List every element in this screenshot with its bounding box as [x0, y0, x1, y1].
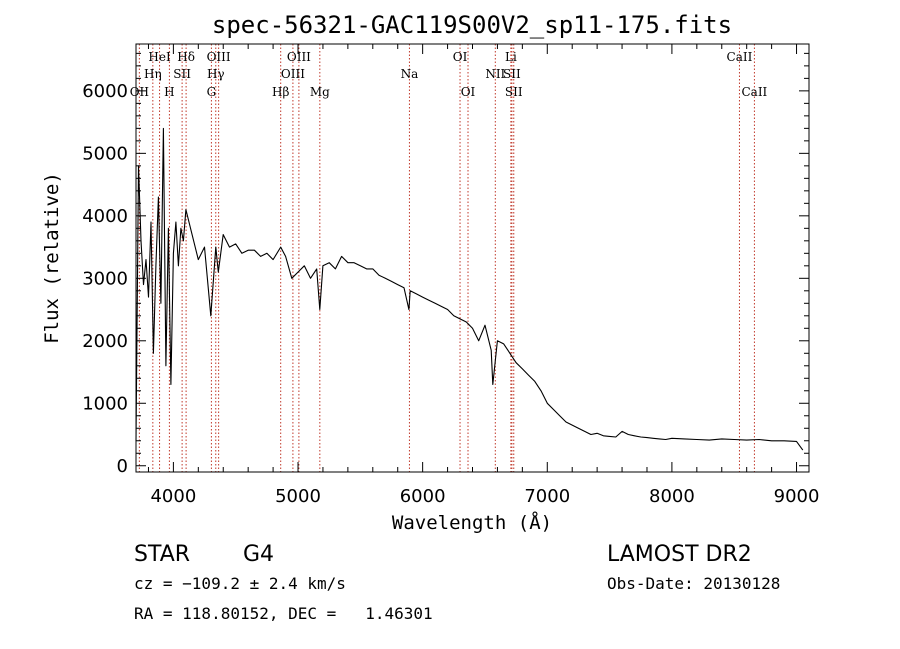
spectrum-line	[135, 127, 804, 451]
spectral-line-label-20: CaII	[727, 50, 753, 64]
spectral-line-label-11: OIII	[287, 50, 311, 64]
spectral-line-label-13: Na	[401, 67, 419, 81]
spectral-line-labels: OII Hη HeI H SII Hδ G Hγ OIII Hβ OIII OIII Mg Na OI OI N…	[130, 50, 768, 99]
spectral-line-label-16: NII	[485, 67, 505, 81]
spectral-line-label-1: Hη	[144, 67, 162, 81]
spectral-subclass: G4	[243, 542, 274, 567]
x-tick-label-4: 8000	[649, 486, 695, 507]
y-tick-label-4: 4000	[82, 206, 128, 227]
chart-title: spec-56321-GAC119S00V2_sp11-175.fits	[212, 11, 732, 39]
spectral-line-label-4: SII	[173, 67, 191, 81]
x-tick-label-2: 6000	[400, 486, 446, 507]
spectral-line-label-21: CaII	[741, 85, 767, 99]
y-tick-label-6: 6000	[82, 81, 128, 102]
spectral-line-label-2: HeI	[148, 50, 171, 64]
spectral-line-label-0: OII	[130, 85, 150, 99]
x-tick-label-0: 4000	[150, 486, 196, 507]
x-axis-ticks: 4000 5000 6000 7000 8000 9000	[147, 44, 820, 507]
spectral-line-label-15: OI	[461, 85, 476, 99]
spectral-line-label-8: OIII	[207, 50, 231, 64]
x-axis-label: Wavelength (Å)	[392, 511, 552, 534]
observation-date: Obs-Date: 20130128	[607, 574, 780, 593]
x-tick-label-1: 5000	[275, 486, 321, 507]
spectral-line-label-3: H	[164, 85, 174, 99]
y-tick-label-3: 3000	[82, 268, 128, 289]
y-tick-label-5: 5000	[82, 143, 128, 164]
spectral-line-label-5: Hδ	[177, 50, 195, 64]
spectral-line-label-14: OI	[453, 50, 468, 64]
spectral-line-label-9: Hβ	[272, 85, 289, 99]
y-axis-ticks: 0 1000 2000 3000 4000 5000 6000	[82, 52, 809, 477]
spectral-line-label-7: Hγ	[207, 67, 225, 81]
plot-frame	[135, 43, 810, 473]
x-tick-label-5: 9000	[774, 486, 820, 507]
spectral-line-label-17: Li	[505, 50, 517, 64]
spectral-line-label-10: OIII	[281, 67, 305, 81]
y-axis-label: Flux (relative)	[41, 172, 63, 344]
x-tick-label-3: 7000	[524, 486, 570, 507]
object-class: STAR	[134, 542, 190, 567]
spectral-line-label-19: SII	[505, 85, 523, 99]
coordinates: RA = 118.80152, DEC = 1.46301	[134, 604, 433, 623]
y-tick-label-0: 0	[117, 456, 128, 477]
spectral-line-label-12: Mg	[310, 85, 330, 99]
spectral-line-label-6: G	[207, 85, 217, 99]
redshift-info: cz = −109.2 ± 2.4 km/s	[134, 574, 346, 593]
y-tick-label-2: 2000	[82, 331, 128, 352]
survey-name: LAMOST DR2	[607, 542, 752, 567]
spectral-line-label-18: SII	[503, 67, 521, 81]
spectral-line-markers	[138, 44, 755, 472]
y-tick-label-1: 1000	[82, 393, 128, 414]
